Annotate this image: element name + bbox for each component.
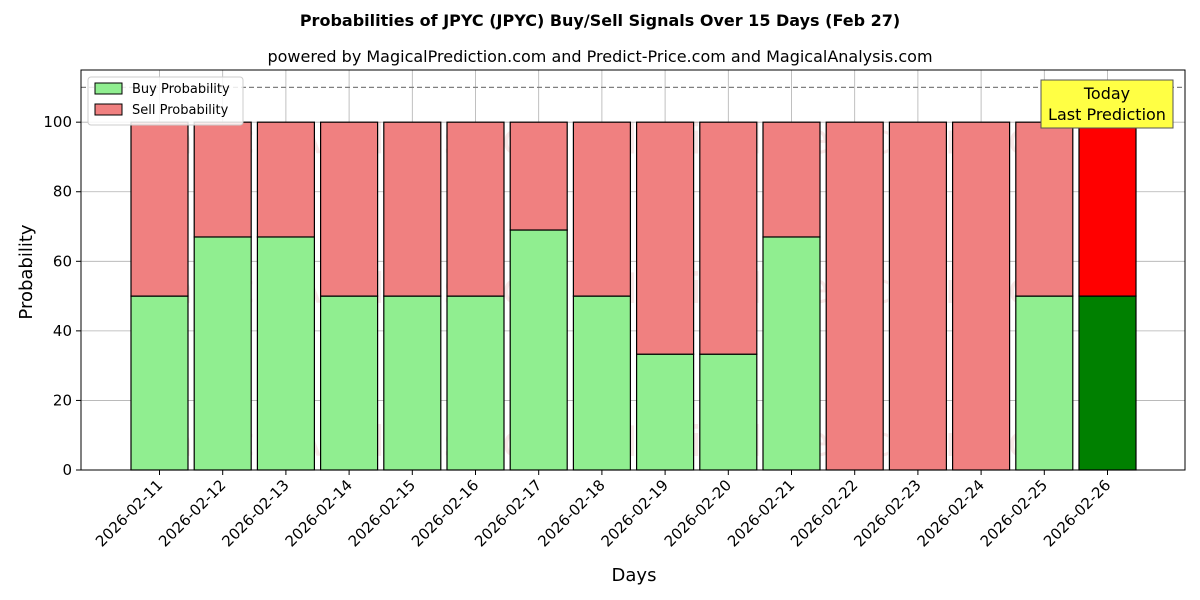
sell-bar [1015,121,1074,297]
x-tick-label: 2026-02-13 [218,476,292,550]
y-axis-label: Probability [16,224,37,319]
x-tick-label: 2026-02-21 [724,476,798,550]
sell-bar [951,121,1011,471]
buy-bar [130,295,189,471]
legend-label: Buy Probability [132,82,230,97]
buy-bar [193,236,252,471]
buy-bar [383,295,442,471]
buy-bar [762,236,821,471]
chart-subtitle: powered by MagicalPrediction.com and Pre… [267,47,932,66]
sell-bar [572,121,632,297]
sell-bar [320,121,379,297]
sell-bar [635,121,695,355]
x-tick-label: 2026-02-25 [977,476,1051,550]
sell-bar [383,121,442,297]
x-tick-label: 2026-02-15 [345,476,419,550]
x-tick-label: 2026-02-26 [1040,476,1114,550]
x-tick-label: 2026-02-11 [92,476,166,550]
sell-bar [446,121,505,297]
x-tick-label: 2026-02-20 [661,476,735,550]
x-axis-label: Days [612,565,657,586]
y-tick-label: 40 [53,322,72,340]
sell-bar [825,121,884,471]
sell-bar [130,121,189,297]
x-tick-label: 2026-02-17 [471,476,545,550]
legend-label: Sell Probability [132,103,229,118]
annotation-text: Today [1083,84,1130,103]
x-tick-label: 2026-02-14 [282,476,356,550]
x-tick-label: 2026-02-24 [914,476,988,550]
sell-bar [1078,121,1137,297]
sell-bar [699,121,758,355]
buy-bar [446,295,505,471]
annotation-text: Last Prediction [1048,105,1166,124]
y-tick-label: 80 [53,183,72,201]
buy-bar [1078,295,1137,471]
legend-swatch [94,82,123,95]
sell-bar [762,121,821,238]
buy-bar [1015,295,1074,471]
chart-title: Probabilities of JPYC (JPYC) Buy/Sell Si… [300,11,900,30]
x-tick-label: 2026-02-12 [155,476,229,550]
buy-bar [572,295,632,471]
buy-bar [320,295,379,471]
sell-bar [256,121,315,238]
legend: Buy Probability Sell Probability [87,76,244,126]
x-tick-label: 2026-02-18 [534,476,608,550]
y-tick-label: 60 [53,252,72,270]
x-tick-label: 2026-02-23 [850,476,924,550]
sell-bar [509,121,568,231]
buy-bar [699,353,758,471]
bars [130,121,1137,471]
today-annotation: Today Last Prediction [1040,79,1174,129]
plot-frame [80,69,1186,471]
buy-bar [509,229,568,471]
sell-bar [193,121,252,238]
buy-bar [256,236,315,471]
legend-box [87,76,244,126]
y-tick-label: 100 [43,113,72,131]
y-tick-label: 20 [53,391,72,409]
y-tick-label: 0 [62,461,72,479]
x-tick-label: 2026-02-16 [408,476,482,550]
sell-bar [888,121,948,471]
x-tick-label: 2026-02-19 [598,476,672,550]
buy-bar [635,353,695,471]
annotation-box [1040,79,1174,129]
x-tick-label: 2026-02-22 [787,476,861,550]
legend-swatch [94,103,123,116]
